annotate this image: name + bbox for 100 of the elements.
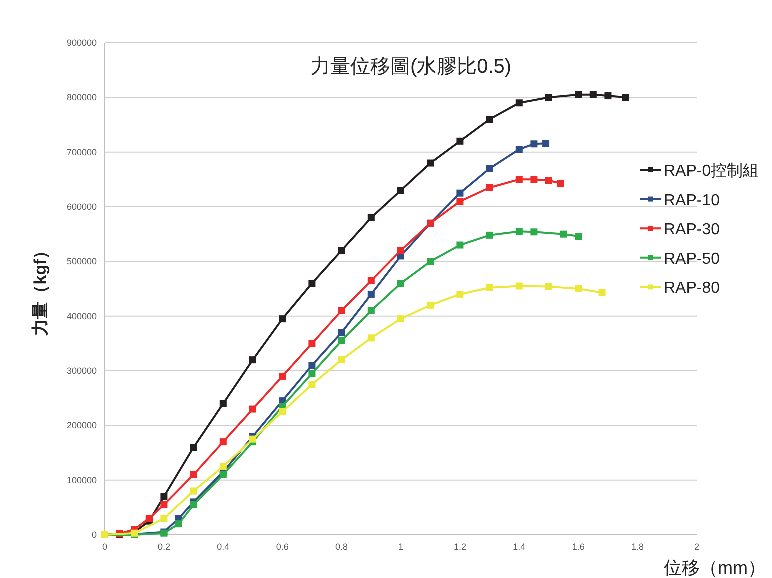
point xyxy=(560,230,568,238)
y-tick-label: 900000 xyxy=(66,38,97,48)
point xyxy=(516,282,523,290)
point xyxy=(368,307,375,314)
point xyxy=(279,316,286,323)
point xyxy=(308,362,316,370)
point xyxy=(398,247,404,254)
point xyxy=(398,280,404,288)
x-tick-label: 1.8 xyxy=(632,542,644,552)
point xyxy=(516,228,523,236)
point xyxy=(598,289,606,296)
point xyxy=(622,94,630,102)
point xyxy=(250,356,256,364)
x-tick-label: 1.4 xyxy=(513,542,526,552)
point xyxy=(368,334,375,342)
point xyxy=(530,176,538,184)
legend-label: RAP-0控制組 xyxy=(664,162,760,180)
point xyxy=(516,146,523,154)
point xyxy=(368,277,375,284)
point xyxy=(190,444,198,452)
point xyxy=(338,329,346,336)
point xyxy=(456,198,464,206)
legend-item: RAP-0控制組 xyxy=(640,163,760,180)
point xyxy=(160,515,168,522)
point xyxy=(456,290,464,298)
y-tick-label: 800000 xyxy=(66,92,97,103)
point xyxy=(486,184,494,192)
point xyxy=(368,290,375,298)
point xyxy=(456,190,464,197)
x-tick-label: 1.6 xyxy=(572,542,585,552)
point xyxy=(338,356,346,364)
point xyxy=(516,100,523,107)
legend-label: RAP-80 xyxy=(664,280,720,298)
y-tick-label: 0 xyxy=(92,530,97,540)
point xyxy=(338,247,346,254)
legend-label: RAP-50 xyxy=(664,250,720,268)
point xyxy=(546,177,552,184)
point xyxy=(308,381,316,388)
point xyxy=(546,283,552,290)
x-axis-title: 位移（mm） xyxy=(664,558,766,578)
legend-label: RAP-30 xyxy=(664,222,720,239)
point xyxy=(427,258,434,266)
x-tick-label: 1 xyxy=(398,542,404,552)
point xyxy=(398,316,404,323)
y-tick-label: 700000 xyxy=(66,147,97,158)
point xyxy=(160,501,168,508)
x-tick-label: 2 xyxy=(694,542,700,552)
y-tick-label: 400000 xyxy=(66,311,97,322)
point xyxy=(338,307,346,314)
y-tick-label: 200000 xyxy=(66,420,97,431)
x-tick-label: 0.6 xyxy=(276,542,289,552)
legend-label: RAP-10 xyxy=(664,192,720,210)
point xyxy=(308,370,316,378)
point xyxy=(575,91,582,98)
x-tick-label: 0 xyxy=(102,542,108,552)
point xyxy=(486,284,494,292)
point xyxy=(542,140,550,148)
x-tick-label: 1.2 xyxy=(454,542,466,552)
point xyxy=(338,337,346,344)
point xyxy=(486,116,494,124)
x-tick-label: 0.2 xyxy=(158,542,170,552)
point xyxy=(190,501,198,508)
point xyxy=(557,180,564,187)
point xyxy=(427,160,434,167)
y-tick-label: 300000 xyxy=(66,366,97,376)
legend-item: RAP-50 xyxy=(640,250,720,268)
y-tick-label: 600000 xyxy=(66,202,97,212)
point xyxy=(308,340,316,348)
point xyxy=(220,438,227,446)
point xyxy=(250,436,256,443)
point xyxy=(220,400,227,408)
point xyxy=(516,176,523,184)
legend-item: RAP-10 xyxy=(640,192,720,210)
point xyxy=(575,233,582,240)
x-tick-label: 0.8 xyxy=(336,542,348,552)
legend-item: RAP-30 xyxy=(640,222,720,239)
text: 力量位移圖(水膠比0.5) xyxy=(310,56,512,78)
point xyxy=(220,463,227,470)
point xyxy=(575,286,582,292)
x-tick-label: 0.4 xyxy=(217,542,230,552)
y-axis-title: 力量（kgf） xyxy=(31,242,50,337)
point xyxy=(486,232,494,239)
point xyxy=(368,214,375,222)
point xyxy=(190,471,198,478)
point xyxy=(456,138,464,145)
point xyxy=(604,92,612,100)
y-tick-label: 500000 xyxy=(66,256,97,267)
point xyxy=(398,187,404,194)
point xyxy=(250,406,256,413)
point xyxy=(530,228,538,236)
point xyxy=(427,302,434,309)
y-tick-label: 100000 xyxy=(66,475,97,486)
point xyxy=(190,488,198,495)
point xyxy=(486,165,494,172)
point xyxy=(279,408,286,416)
point xyxy=(590,91,597,98)
point xyxy=(546,94,552,102)
point xyxy=(220,471,227,478)
point xyxy=(279,372,286,380)
point xyxy=(146,515,153,522)
